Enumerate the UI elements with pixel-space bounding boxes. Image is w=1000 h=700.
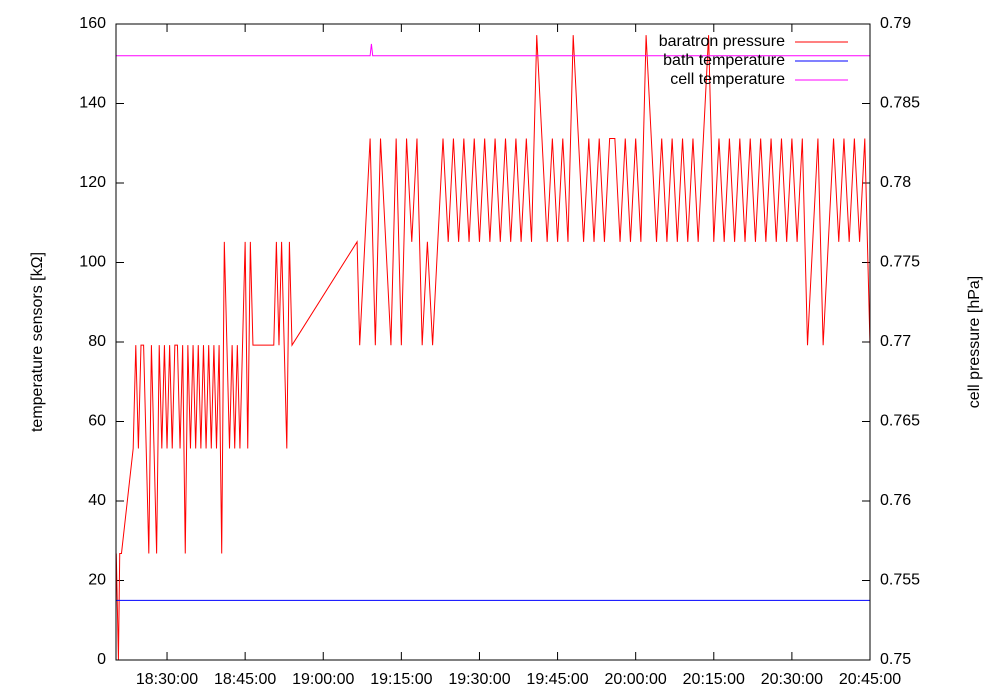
y-tick-label: 80 — [88, 333, 106, 350]
y2-tick-label: 0.755 — [880, 572, 920, 589]
x-tick-label: 20:45:00 — [839, 671, 901, 688]
y-tick-label: 60 — [88, 413, 106, 430]
y2-tick-label: 0.775 — [880, 254, 920, 271]
y2-tick-label: 0.76 — [880, 492, 911, 509]
x-tick-label: 18:30:00 — [136, 671, 198, 688]
x-tick-label: 20:15:00 — [683, 671, 745, 688]
y2-tick-label: 0.75 — [880, 651, 911, 668]
y-axis-label: temperature sensors [kΩ] — [29, 252, 46, 432]
y2-tick-label: 0.78 — [880, 174, 911, 191]
x-tick-label: 19:30:00 — [448, 671, 510, 688]
series-line — [115, 35, 871, 661]
y2-tick-label: 0.77 — [880, 333, 911, 350]
x-tick-label: 19:00:00 — [292, 671, 354, 688]
x-tick-label: 19:45:00 — [526, 671, 588, 688]
y-tick-label: 20 — [88, 572, 106, 589]
y2-tick-label: 0.785 — [880, 95, 920, 112]
x-tick-label: 19:15:00 — [370, 671, 432, 688]
y-tick-label: 40 — [88, 492, 106, 509]
legend-label: baratron pressure — [659, 33, 785, 50]
y-tick-label: 160 — [79, 15, 106, 32]
y2-tick-label: 0.765 — [880, 413, 920, 430]
x-tick-label: 20:00:00 — [605, 671, 667, 688]
y-tick-label: 140 — [79, 95, 106, 112]
y2-tick-label: 0.79 — [880, 15, 911, 32]
y-tick-label: 120 — [79, 174, 106, 191]
legend-label: cell temperature — [670, 71, 785, 88]
series-line — [116, 43, 870, 57]
y-tick-label: 0 — [97, 651, 106, 668]
x-tick-label: 18:45:00 — [214, 671, 276, 688]
y-tick-label: 100 — [79, 254, 106, 271]
plot-frame — [115, 23, 871, 661]
legend-label: bath temperature — [663, 52, 785, 69]
x-tick-label: 20:30:00 — [761, 671, 823, 688]
y2-axis-label: cell pressure [hPa] — [966, 276, 983, 409]
